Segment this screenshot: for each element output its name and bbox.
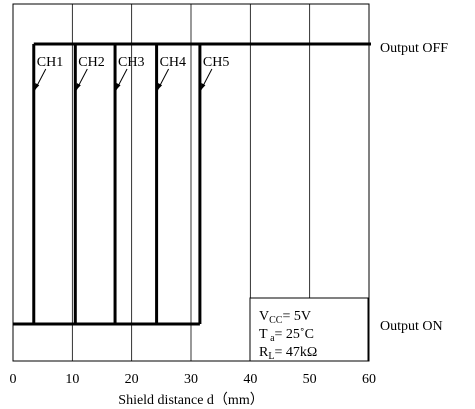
x-tick-label: 50 [303,372,317,387]
x-tick-label: 20 [125,372,139,387]
condition-line: VCC= 5V [259,309,311,326]
series-pointer-arrowhead [200,83,206,90]
series-pointer-arrowhead [76,83,81,90]
condition-line: RL= 47kΩ [259,345,317,362]
series-label-ch2: CH2 [78,55,104,70]
output-off-label: Output OFF [380,41,448,56]
x-tick-label: 0 [10,372,17,387]
conditions-frame [249,297,369,362]
series-pointer-arrowhead [34,83,40,90]
x-tick-label: 10 [65,372,79,387]
x-tick-label: 30 [184,372,198,387]
pointers [34,68,213,91]
conditions-box: VCC= 5VT a= 25˚CRL= 47kΩ [249,297,369,362]
series-pointer-arrowhead [157,83,163,90]
condition-line: T a= 25˚C [259,327,314,344]
x-tick-label: 60 [362,372,376,387]
series-label-ch5: CH5 [203,55,229,70]
x-tick-label: 40 [243,372,257,387]
series-pointer-arrowhead [116,83,121,90]
series-label-ch1: CH1 [37,55,63,70]
output-on-label: Output ON [380,319,443,334]
series-label-ch4: CH4 [160,55,186,70]
x-axis-label: Shield distance d（mm） [118,392,263,408]
curves [13,42,371,326]
series-label-ch3: CH3 [118,55,144,70]
x-tick-labels: 0 10 20 30 40 50 60 [10,372,377,387]
series-labels: CH1 CH2 CH3 CH4 CH5 [37,55,230,70]
